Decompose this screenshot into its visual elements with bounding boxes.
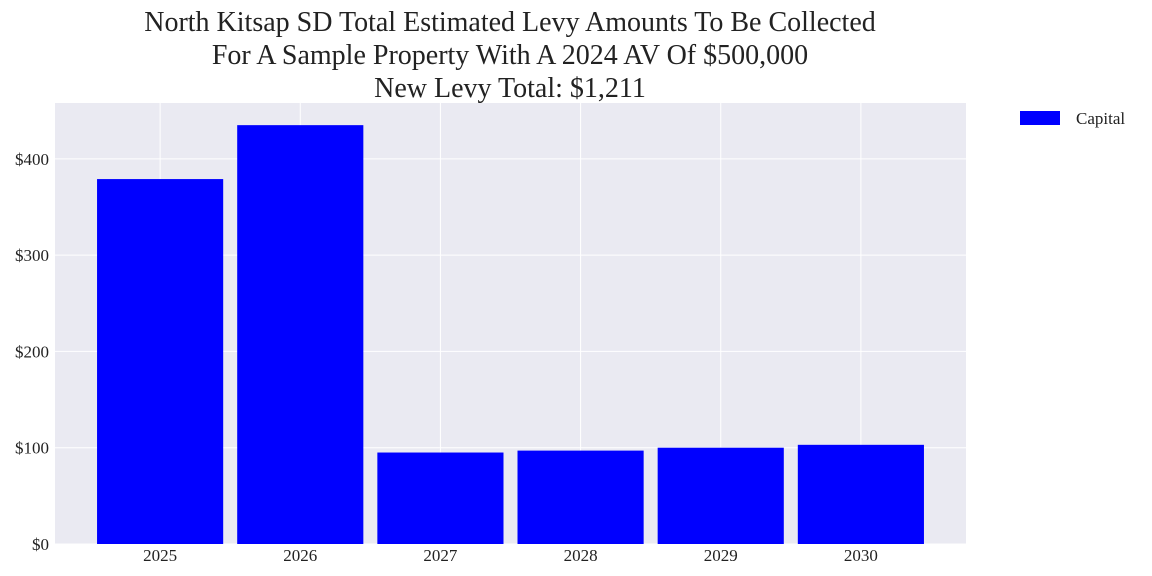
y-tick-label: $200	[15, 342, 49, 361]
bar-2026	[237, 125, 364, 544]
y-tick-label: $100	[15, 439, 49, 458]
chart-title-line-1: North Kitsap SD Total Estimated Levy Amo…	[144, 7, 876, 38]
y-tick-label: $300	[15, 246, 49, 265]
x-tick-label: 2026	[283, 546, 317, 565]
x-tick-label: 2028	[564, 546, 598, 565]
bar-2028	[517, 450, 644, 544]
x-tick-label: 2030	[844, 546, 878, 565]
bar-2030	[797, 444, 924, 544]
bar-2025	[97, 179, 224, 544]
y-axis-ticks: $0 $100 $200 $300 $400	[15, 150, 49, 554]
chart-title-line-3: New Levy Total: $1,211	[374, 73, 646, 104]
legend-swatch-capital	[1020, 111, 1060, 125]
bar-2029	[657, 447, 784, 544]
chart-title: North Kitsap SD Total Estimated Levy Amo…	[144, 7, 876, 104]
chart-title-line-2: For A Sample Property With A 2024 AV Of …	[212, 40, 808, 71]
x-tick-label: 2027	[423, 546, 458, 565]
y-tick-label: $0	[32, 535, 49, 554]
x-axis-ticks: 2025 2026 2027 2028 2029 2030	[143, 546, 878, 565]
legend: Capital	[1020, 109, 1125, 128]
bar-2027	[377, 452, 504, 544]
x-tick-label: 2029	[704, 546, 738, 565]
y-tick-label: $400	[15, 150, 49, 169]
legend-label-capital: Capital	[1076, 109, 1125, 128]
x-tick-label: 2025	[143, 546, 177, 565]
bars	[97, 125, 924, 544]
